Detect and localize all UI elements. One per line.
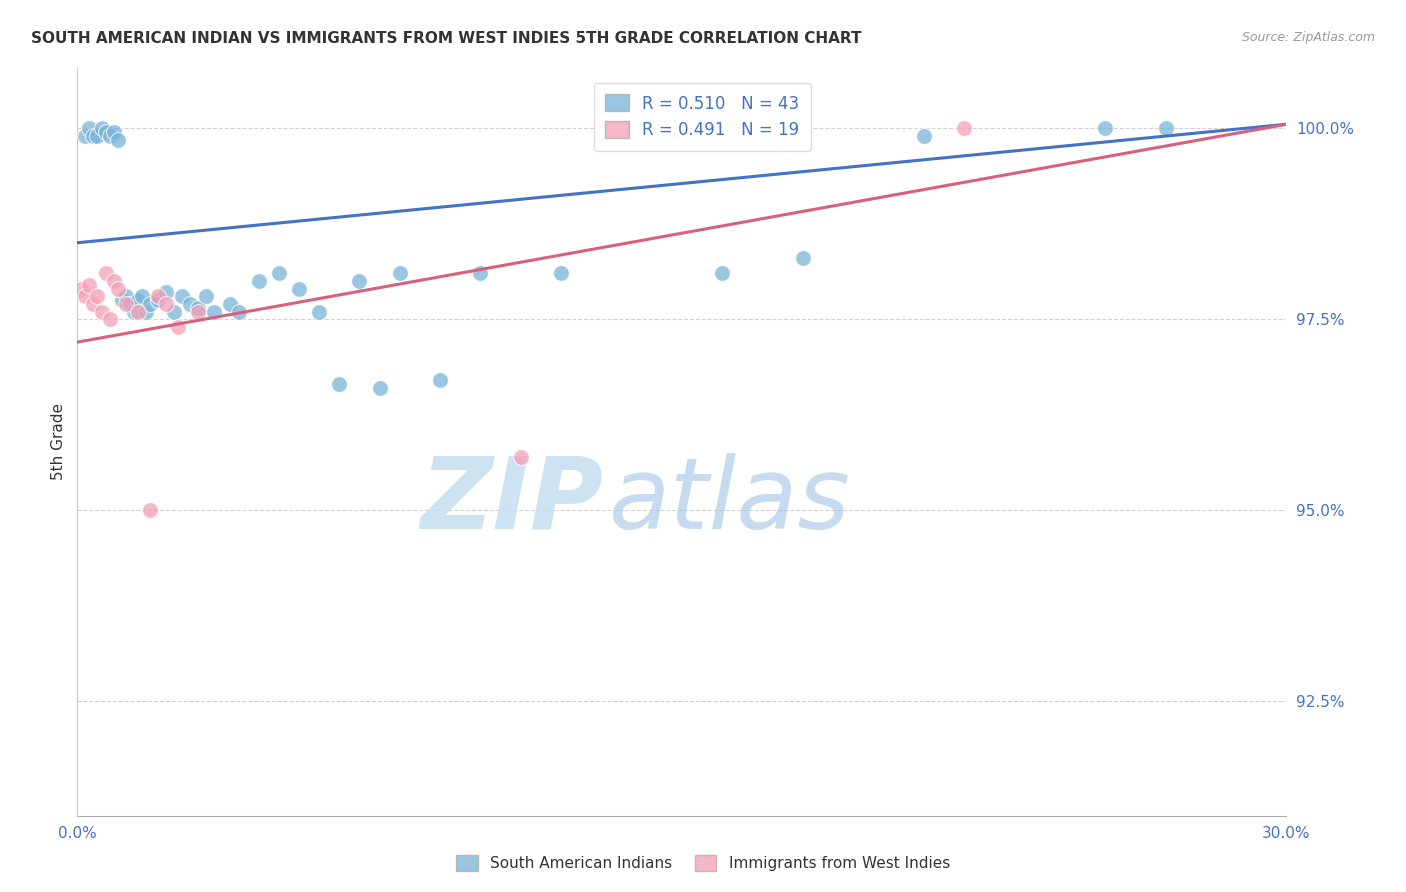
Point [90, 121, 112, 136]
Point [107, 132, 129, 146]
Point [75, 289, 97, 303]
Point [111, 293, 134, 307]
Point [228, 304, 250, 318]
Point [118, 297, 141, 311]
Point [79, 277, 101, 292]
Point [288, 282, 311, 296]
Point [912, 128, 935, 143]
Point [711, 266, 734, 280]
Point [79, 121, 101, 136]
Point [167, 319, 190, 334]
Point [139, 297, 162, 311]
Point [135, 304, 157, 318]
Point [470, 266, 492, 280]
Text: ZIP: ZIP [420, 453, 603, 550]
Point [94, 266, 117, 280]
Point [349, 274, 371, 288]
Point [86, 289, 108, 303]
Point [131, 289, 153, 303]
Point [792, 251, 814, 265]
Point [82, 297, 104, 311]
Legend: South American Indians, Immigrants from West Indies: South American Indians, Immigrants from … [450, 849, 956, 877]
Point [70, 282, 93, 296]
Point [308, 304, 330, 318]
Legend: R = 0.510   N = 43, R = 0.491   N = 19: R = 0.510 N = 43, R = 0.491 N = 19 [593, 83, 811, 151]
Point [75, 128, 97, 143]
Point [98, 312, 121, 326]
Point [107, 282, 129, 296]
Point [98, 128, 121, 143]
Text: Source: ZipAtlas.com: Source: ZipAtlas.com [1241, 31, 1375, 45]
Point [155, 285, 177, 300]
Point [429, 373, 451, 387]
Point [127, 293, 149, 307]
Point [155, 297, 177, 311]
Point [179, 297, 201, 311]
Point [146, 293, 169, 307]
Text: atlas: atlas [609, 453, 851, 550]
Point [388, 266, 411, 280]
Point [82, 128, 104, 143]
Point [86, 128, 108, 143]
Point [103, 125, 125, 139]
Text: SOUTH AMERICAN INDIAN VS IMMIGRANTS FROM WEST INDIES 5TH GRADE CORRELATION CHART: SOUTH AMERICAN INDIAN VS IMMIGRANTS FROM… [31, 31, 862, 46]
Point [187, 301, 209, 315]
Point [114, 297, 136, 311]
Point [219, 297, 242, 311]
Point [368, 381, 391, 395]
Y-axis label: 5th Grade: 5th Grade [51, 403, 66, 480]
Point [90, 304, 112, 318]
Point [146, 289, 169, 303]
Point [172, 289, 194, 303]
Point [953, 121, 976, 136]
Point [247, 274, 270, 288]
Point [1094, 121, 1116, 136]
Point [1154, 121, 1177, 136]
Point [122, 304, 145, 318]
Point [550, 266, 572, 280]
Point [328, 377, 350, 392]
Point [103, 274, 125, 288]
Point [163, 304, 186, 318]
Point [114, 289, 136, 303]
Point [509, 450, 531, 464]
Point [195, 289, 218, 303]
Point [94, 125, 117, 139]
Point [202, 304, 225, 318]
Point [127, 304, 149, 318]
Point [267, 266, 290, 280]
Point [139, 503, 162, 517]
Point [187, 304, 209, 318]
